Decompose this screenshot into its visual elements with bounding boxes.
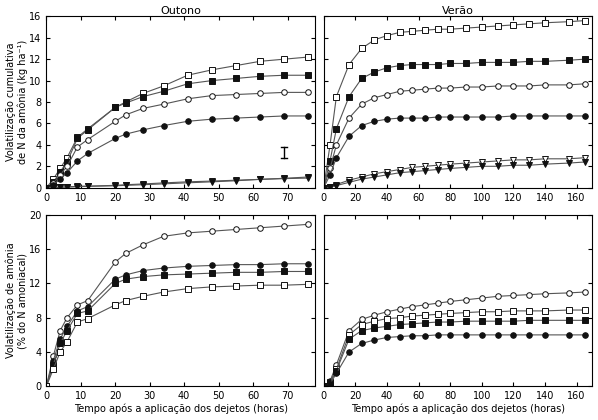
Title: Verão: Verão <box>442 5 474 16</box>
X-axis label: Tempo após a aplicação dos dejetos (horas): Tempo após a aplicação dos dejetos (hora… <box>74 404 288 415</box>
X-axis label: Tempo após a aplicação dos dejetos (horas): Tempo após a aplicação dos dejetos (hora… <box>351 404 565 415</box>
Y-axis label: Volatilização de amônia
(% do N amoniacal): Volatilização de amônia (% do N amoniaca… <box>5 243 28 358</box>
Title: Outono: Outono <box>160 5 201 16</box>
Y-axis label: Volatilização cumulativa
de N da amônia (kg ha⁻¹): Volatilização cumulativa de N da amônia … <box>5 40 28 164</box>
